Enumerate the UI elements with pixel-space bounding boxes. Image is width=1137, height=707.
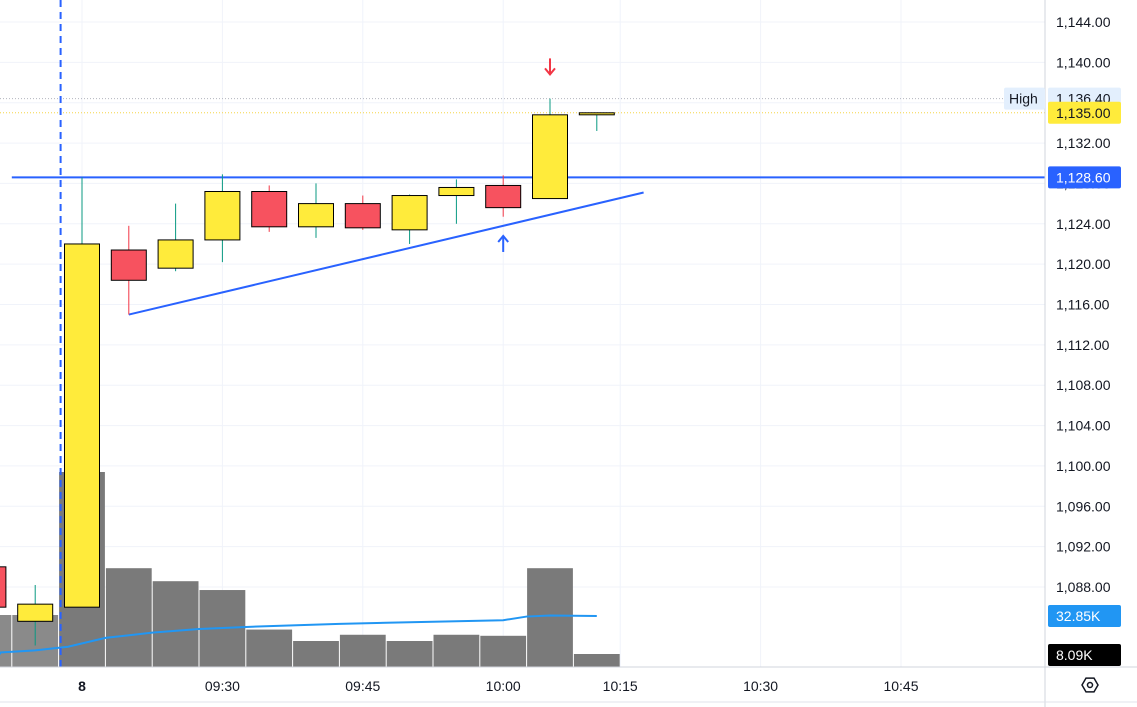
volume-tag: 8.09K xyxy=(1048,644,1121,666)
price-tick-label: 1,108.00 xyxy=(1056,377,1111,393)
hline-price-tag-text: 1,128.60 xyxy=(1056,169,1111,185)
volume-bar xyxy=(573,654,620,667)
time-tick-label: 8 xyxy=(78,678,86,694)
price-tick-label: 1,132.00 xyxy=(1056,135,1111,151)
candle[interactable] xyxy=(64,243,100,608)
volume-bar xyxy=(386,641,433,667)
candle[interactable] xyxy=(0,566,7,608)
candle[interactable] xyxy=(438,186,475,197)
price-tick-label: 1,088.00 xyxy=(1056,579,1111,595)
volume-bar xyxy=(152,581,199,667)
time-tick-label: 09:30 xyxy=(205,678,240,694)
grid xyxy=(0,0,1045,667)
settings-icon[interactable] xyxy=(1081,677,1099,693)
price-tick-label: 1,124.00 xyxy=(1056,216,1111,232)
last-price-tag: 1,135.00 xyxy=(1048,101,1121,124)
volume-ma xyxy=(0,614,597,655)
time-tick-label: 10:45 xyxy=(883,678,918,694)
price-tick-label: 1,116.00 xyxy=(1056,297,1110,313)
price-tick-label: 1,100.00 xyxy=(1056,458,1111,474)
volume-bar xyxy=(293,641,339,667)
markers xyxy=(497,58,556,252)
time-tick-label: 10:15 xyxy=(603,678,638,694)
volume-bar xyxy=(246,629,293,667)
last-price-tag-bg xyxy=(1048,101,1121,124)
trendline[interactable] xyxy=(128,191,644,316)
arrow-head xyxy=(497,234,509,243)
candle[interactable] xyxy=(110,249,147,281)
volume-ma-tag-bg xyxy=(1048,605,1121,628)
volume-bar xyxy=(480,635,527,667)
high-tag-bg xyxy=(1004,87,1045,110)
arrow-down-icon xyxy=(544,58,556,76)
candle[interactable] xyxy=(204,191,241,241)
price-tick-label: 1,144.00 xyxy=(1056,14,1111,30)
time-tick-label: 10:00 xyxy=(486,678,521,694)
arrow-up-icon xyxy=(497,234,509,252)
volume-tag-bg xyxy=(1048,644,1121,666)
volume-ma-tag-text: 32.85K xyxy=(1056,608,1101,624)
price-tick-label: 1,092.00 xyxy=(1056,539,1111,555)
candle[interactable] xyxy=(298,203,334,228)
volume-tag-text: 8.09K xyxy=(1056,647,1093,663)
drawings[interactable] xyxy=(0,0,1045,667)
volume-bar xyxy=(105,568,152,667)
volume-bar xyxy=(339,634,386,667)
settings-dot xyxy=(1086,681,1094,689)
candle[interactable] xyxy=(578,112,615,116)
candle[interactable] xyxy=(344,203,381,229)
price-tick-label: 1,112.00 xyxy=(1056,337,1110,353)
high-tag-text: High xyxy=(1009,91,1038,107)
volume-ma-tag: 32.85K xyxy=(1048,605,1121,628)
candle[interactable] xyxy=(157,239,194,269)
candle[interactable] xyxy=(17,603,54,622)
price-tick-label: 1,104.00 xyxy=(1056,418,1111,434)
candle[interactable] xyxy=(485,184,522,209)
volume-bars xyxy=(0,472,620,667)
price-tick-label: 1,120.00 xyxy=(1056,256,1111,272)
volume-bar xyxy=(527,568,573,667)
candle[interactable] xyxy=(391,195,428,231)
candle[interactable] xyxy=(251,191,288,228)
price-tick-label: 1,140.00 xyxy=(1056,54,1111,70)
settings-hex xyxy=(1081,677,1099,693)
time-tick-label: 09:45 xyxy=(345,678,380,694)
hline-price-tag: 1,128.60 xyxy=(1048,166,1121,189)
high-tag: High xyxy=(1004,87,1045,110)
candle[interactable] xyxy=(532,114,568,200)
arrow-head xyxy=(544,67,556,76)
price-tick-label: 1,096.00 xyxy=(1056,498,1111,514)
time-tick-label: 10:30 xyxy=(743,678,778,694)
hline-price-tag-bg xyxy=(1048,166,1121,189)
candles[interactable] xyxy=(0,98,615,646)
volume-bar xyxy=(0,615,12,667)
volume-ma-line xyxy=(0,614,597,655)
volume-bar xyxy=(433,634,480,667)
last-price-tag-text: 1,135.00 xyxy=(1056,105,1111,121)
